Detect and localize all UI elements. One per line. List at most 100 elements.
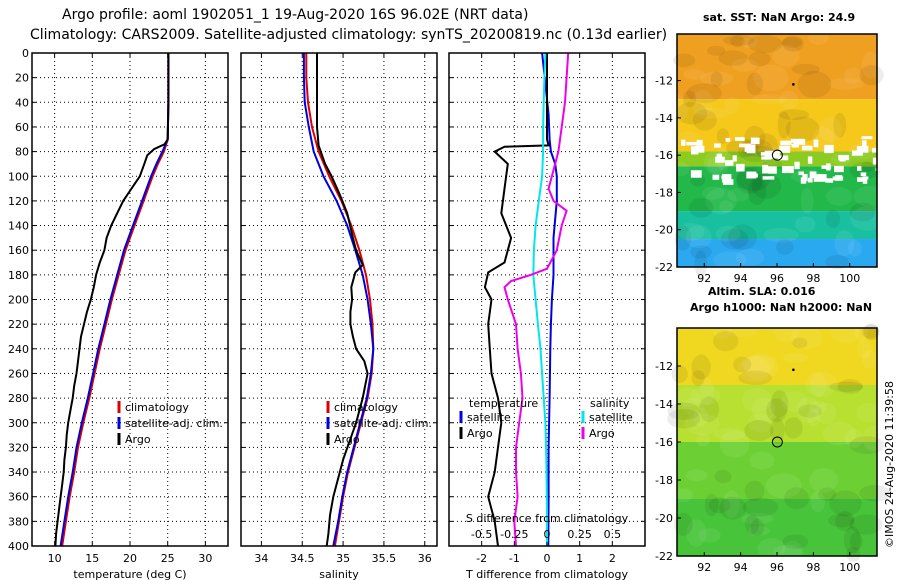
figure-title-line2: Climatology: CARS2009. Satellite-adjuste…: [30, 27, 668, 43]
sst_map-band: [677, 99, 877, 152]
sst_map-texture: [861, 161, 875, 173]
sst_map-missing-data: [813, 174, 827, 182]
sst_map-texture: [677, 222, 705, 241]
sst_map-missing-data: [732, 155, 737, 162]
salinity-xtick-label: 34: [254, 552, 268, 565]
sla_map-texture: [757, 538, 786, 560]
difference-legend-header-temperature: temperature: [469, 397, 538, 410]
sst_map-texture: [861, 51, 880, 79]
sst_map-ytick-label: -22: [655, 261, 673, 274]
sst_map-missing-data: [725, 137, 731, 142]
sst_map-texture: [746, 72, 764, 96]
sst_map-missing-data: [686, 141, 698, 146]
sst_map-texture: [672, 53, 696, 68]
sst_map-texture: [690, 245, 712, 259]
sla_map-texture: [862, 350, 877, 369]
sst_map-texture: [797, 70, 832, 99]
sst_map-texture: [702, 186, 725, 200]
sst_map-texture: [720, 228, 749, 250]
sla_map-texture: [843, 526, 861, 554]
salinity-xtick-label: 35.5: [372, 552, 397, 565]
sst_map-island: [792, 83, 795, 86]
sst_map-missing-data: [746, 144, 756, 154]
sst_map-texture: [781, 36, 803, 49]
temperature-ytick-label: 340: [8, 466, 29, 479]
sst_map-missing-data: [851, 150, 863, 156]
sst_map-texture: [715, 225, 741, 242]
sst_map-texture: [849, 202, 876, 222]
sla_map-texture: [738, 370, 772, 386]
sst_map-ytick-label: -20: [655, 224, 673, 237]
sst_map-missing-data: [856, 146, 869, 153]
sla-map-subtitle: Argo h1000: NaN h2000: NaN: [690, 301, 873, 314]
sla_map-texture: [784, 487, 810, 510]
sla_map-texture: [784, 417, 803, 439]
sla_map-texture: [835, 511, 855, 532]
sst_map-texture: [730, 35, 745, 48]
sst_map-texture: [674, 225, 692, 251]
difference-xtick-label: -1: [509, 552, 520, 565]
temperature-ytick-label: 400: [8, 540, 29, 553]
sst_map-texture: [772, 44, 800, 67]
sla_map-texture: [693, 407, 709, 427]
difference-xtick-label: 0: [544, 552, 551, 565]
sst_map-texture: [676, 102, 708, 125]
sla_map-texture: [673, 512, 693, 536]
sst_map-texture: [808, 30, 829, 45]
difference-xlabel: T difference from climatology: [465, 568, 628, 580]
sla_map-texture: [828, 513, 855, 528]
difference-legend-label: satellite: [589, 411, 633, 424]
sst_map-missing-data: [681, 139, 686, 146]
sst_map-missing-data: [768, 166, 777, 174]
sst_map-missing-data: [712, 174, 720, 180]
salinity-series-1-satellite-adj-clim-: [302, 53, 375, 547]
sst_map-texture: [853, 185, 886, 207]
sst_map-xtick-label: 96: [770, 272, 784, 285]
sst_map-texture: [736, 166, 771, 192]
sst_map-texture: [834, 230, 855, 257]
sla_map-texture: [699, 377, 715, 406]
sla_map-texture: [797, 404, 822, 418]
temperature-xtick-label: 10: [48, 552, 62, 565]
temperature-ytick-label: 240: [8, 343, 29, 356]
sla_map-texture: [749, 451, 775, 470]
sst_map-texture: [728, 224, 758, 251]
sla_map-texture: [765, 473, 802, 499]
sst_map-missing-data: [696, 139, 703, 146]
sla_map-band: [677, 385, 877, 442]
sla_map-texture: [698, 528, 721, 543]
sst_map-texture: [844, 67, 863, 84]
sst_map-missing-data: [752, 173, 758, 178]
sla-map-title: Altim. SLA: 0.016: [708, 285, 816, 298]
temperature-xlabel: temperature (deg C): [73, 568, 186, 580]
sla_map-texture: [708, 497, 731, 514]
sst_map-argo-marker: [771, 149, 783, 161]
sst_map-missing-data: [780, 140, 792, 146]
sst_map-missing-data: [807, 156, 813, 164]
figure-title-line1: Argo profile: aoml 1902051_1 19-Aug-2020…: [62, 7, 529, 23]
salinity-xtick-label: 36: [418, 552, 432, 565]
sla_map-texture: [810, 372, 827, 397]
sst_map-missing-data: [834, 165, 844, 173]
sst_map-missing-data: [872, 157, 883, 165]
sla_map-xtick-label: 100: [839, 561, 860, 574]
sst_map-ytick-label: -14: [655, 112, 673, 125]
sla_map-texture: [742, 387, 773, 413]
sla_map-band: [677, 499, 877, 556]
difference-xtick2-label: 0.25: [567, 528, 592, 541]
sst_map-texture: [722, 35, 755, 46]
difference-xtick2-label: 0.5: [604, 528, 622, 541]
temperature-xtick-label: 20: [123, 552, 137, 565]
sst_map-missing-data: [875, 167, 889, 172]
sst_map-texture: [735, 248, 765, 266]
sst_map-texture: [731, 58, 759, 72]
sst_map-texture: [825, 209, 841, 228]
sla_map-texture: [712, 319, 732, 340]
difference-legend-label: Argo: [467, 427, 493, 440]
sst_map-missing-data: [825, 178, 834, 183]
sst_map-field: [666, 30, 889, 278]
difference-xtick2-label: 0: [544, 528, 551, 541]
sla_map-texture: [723, 490, 740, 518]
sla_map-xtick-label: 92: [697, 561, 711, 574]
